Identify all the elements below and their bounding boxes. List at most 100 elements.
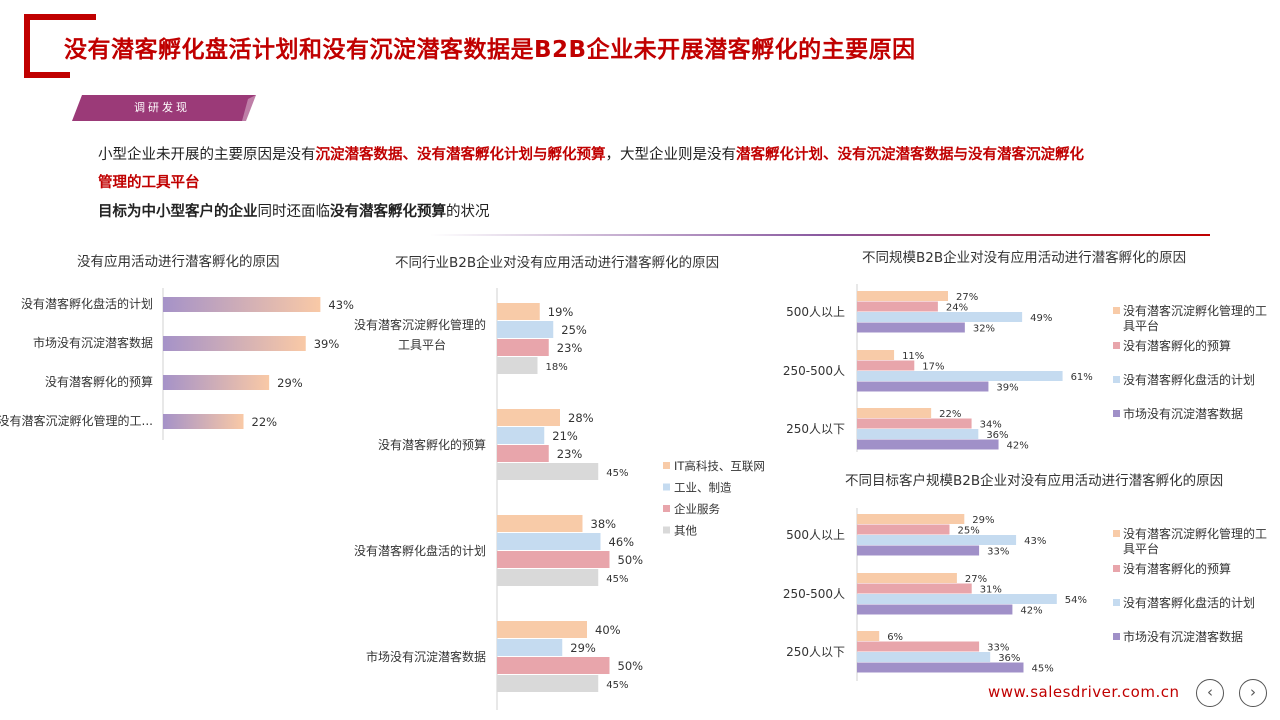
chart2-category-label: 没有潜客沉淀孵化管理的 (354, 317, 486, 332)
chart2-legend-label: 工业、制造 (674, 481, 732, 495)
chart4-legend-label: 没有潜客孵化的预算 (1123, 561, 1231, 576)
chart2-category-label: 市场没有沉淀潜客数据 (366, 649, 486, 664)
chart2-value-label: 46% (609, 535, 635, 549)
chart3-bar (857, 381, 989, 392)
chart1-bar (163, 414, 244, 429)
chart3-legend-label: 没有潜客孵化盘活的计划 (1123, 372, 1255, 387)
chart3-value-label: 32% (973, 324, 995, 335)
chart3-value-label: 39% (996, 383, 1018, 394)
chart1-value-label: 29% (277, 376, 303, 390)
chart3-value-label: 11% (902, 351, 924, 362)
chart2-category-label: 没有潜客孵化盘活的计划 (354, 543, 486, 558)
chart2-value-label: 18% (546, 362, 568, 373)
chart2-value-label: 45% (606, 574, 628, 585)
bracket-gap (70, 60, 100, 84)
chart2-bar (497, 463, 599, 480)
chart1-category-label: 没有潜客沉淀孵化管理的工... (0, 413, 153, 428)
chart4-legend-swatch (1113, 565, 1120, 572)
footer-url[interactable]: www.salesdriver.com.cn (988, 683, 1180, 701)
section-divider (430, 234, 1210, 236)
chart4-bar (857, 641, 980, 652)
chart2-value-label: 28% (568, 411, 594, 425)
chart3-category-label: 250人以下 (786, 422, 845, 436)
chart2-value-label: 25% (561, 323, 587, 337)
chart3-bar (857, 371, 1063, 381)
intro-line-1: 小型企业未开展的主要原因是没有沉淀潜客数据、没有潜客孵化计划与孵化预算，大型企业… (98, 141, 1208, 169)
chart4-value-label: 29% (972, 515, 994, 526)
chart4-category-label: 250-500人 (783, 587, 845, 601)
chart2-bar (497, 357, 538, 374)
chart1-bar (163, 297, 321, 312)
chart4-value-label: 36% (998, 653, 1020, 664)
chart1-title: 没有应用活动进行潜客孵化的原因 (77, 254, 280, 270)
chart4-value-label: 33% (987, 547, 1009, 558)
chart4-value-label: 27% (965, 574, 987, 585)
chart4-legend-label: 市场没有沉淀潜客数据 (1123, 629, 1243, 644)
chart4-legend-label: 没有潜客孵化盘活的计划 (1123, 595, 1255, 610)
chart4-value-label: 54% (1065, 595, 1087, 606)
chart2-bar (497, 621, 587, 638)
chart4-value-label: 42% (1020, 606, 1042, 617)
chart3-value-label: 36% (986, 430, 1008, 441)
chart4-legend-swatch (1113, 633, 1120, 640)
chart3-category-label: 250-500人 (783, 364, 845, 378)
page-title: 没有潜客孵化盘活计划和没有沉淀潜客数据是B2B企业未开展潜客孵化的主要原因 (64, 37, 916, 63)
intro-bold: 目标为中小型客户的企业 (98, 204, 258, 220)
chart4-value-label: 45% (1032, 664, 1054, 675)
chart3-legend-label: 没有潜客孵化的预算 (1123, 338, 1231, 353)
chart2-value-label: 50% (618, 553, 644, 567)
chart4-bar (857, 631, 880, 641)
chart2-legend-label: 其他 (674, 524, 697, 538)
chart4-bar (857, 662, 1024, 673)
next-button[interactable]: › (1239, 679, 1267, 707)
chart3-legend-swatch (1113, 376, 1120, 383)
chevron-right-icon: › (1250, 683, 1256, 701)
chart3-legend-label: 具平台 (1123, 318, 1159, 333)
chart1-value-label: 39% (314, 337, 340, 351)
chart1-bar (163, 375, 270, 390)
chart2-category-label: 没有潜客孵化的预算 (378, 437, 486, 452)
chart2-legend-swatch (663, 526, 670, 534)
prev-button[interactable]: ‹ (1196, 679, 1224, 707)
chart2-bar (497, 515, 583, 532)
chart3-legend-swatch (1113, 307, 1120, 314)
chart3-bar (857, 408, 932, 418)
chart4-bar (857, 545, 980, 556)
chart2-legend-swatch (663, 462, 670, 469)
chart1-category-label: 没有潜客孵化盘活的计划 (21, 296, 153, 311)
chart3-category-label: 500人以上 (786, 305, 845, 319)
chart3-title: 不同规模B2B企业对没有应用活动进行潜客孵化的原因 (862, 250, 1187, 266)
chart1-value-label: 22% (252, 415, 278, 429)
chart3-legend-label: 没有潜客沉淀孵化管理的工 (1123, 303, 1267, 318)
chart2-bar (497, 533, 601, 550)
chart4-legend-label: 没有潜客沉淀孵化管理的工 (1123, 526, 1267, 541)
chart4-bar (857, 652, 991, 662)
chart3-bar (857, 291, 948, 301)
chart4-bar (857, 594, 1057, 604)
chart4-bar (857, 535, 1017, 545)
chart2-value-label: 23% (557, 341, 583, 355)
chart1-category-label: 市场没有沉淀潜客数据 (33, 335, 153, 350)
chart2-legend-label: IT高科技、互联网 (674, 459, 765, 473)
chart3-bar (857, 439, 999, 450)
chevron-left-icon: ‹ (1207, 683, 1213, 701)
chart1-category-label: 没有潜客孵化的预算 (45, 374, 153, 389)
intro-highlight: 沉淀潜客数据、没有潜客孵化计划与孵化预算 (315, 147, 606, 163)
chart2-value-label: 23% (557, 447, 583, 461)
chart4-value-label: 25% (958, 526, 980, 537)
chart4-bar (857, 514, 965, 524)
chart4-title: 不同目标客户规模B2B企业对没有应用活动进行潜客孵化的原因 (845, 473, 1224, 489)
chart3-bar (857, 418, 972, 429)
chart4-legend-swatch (1113, 599, 1120, 606)
chart3-bar (857, 301, 938, 312)
chart2-value-label: 45% (606, 680, 628, 691)
chart3-bar (857, 312, 1023, 322)
chart2-bar (497, 551, 610, 568)
intro-bold: 没有潜客孵化预算 (330, 204, 446, 220)
chart4-value-label: 33% (987, 643, 1009, 654)
chart4-value-label: 31% (980, 585, 1002, 596)
chart4-bar (857, 524, 950, 535)
chart1-value-label: 43% (328, 298, 354, 312)
chart3-value-label: 49% (1030, 313, 1052, 324)
chart4-bar (857, 604, 1013, 615)
